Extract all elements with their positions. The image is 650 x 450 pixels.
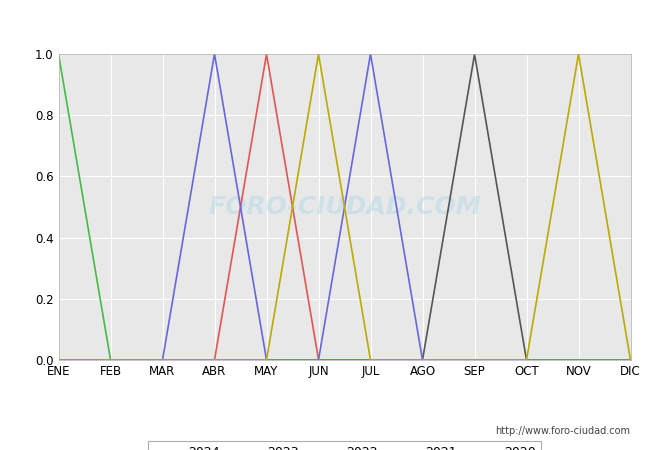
Text: Matriculaciones de Vehiculos en Membibre de la Hoz: Matriculaciones de Vehiculos en Membibre… [107,14,543,32]
Text: FORO-CIUDAD.COM: FORO-CIUDAD.COM [208,195,481,219]
Text: http://www.foro-ciudad.com: http://www.foro-ciudad.com [495,427,630,436]
Legend: 2024, 2023, 2022, 2021, 2020: 2024, 2023, 2022, 2021, 2020 [148,441,541,450]
